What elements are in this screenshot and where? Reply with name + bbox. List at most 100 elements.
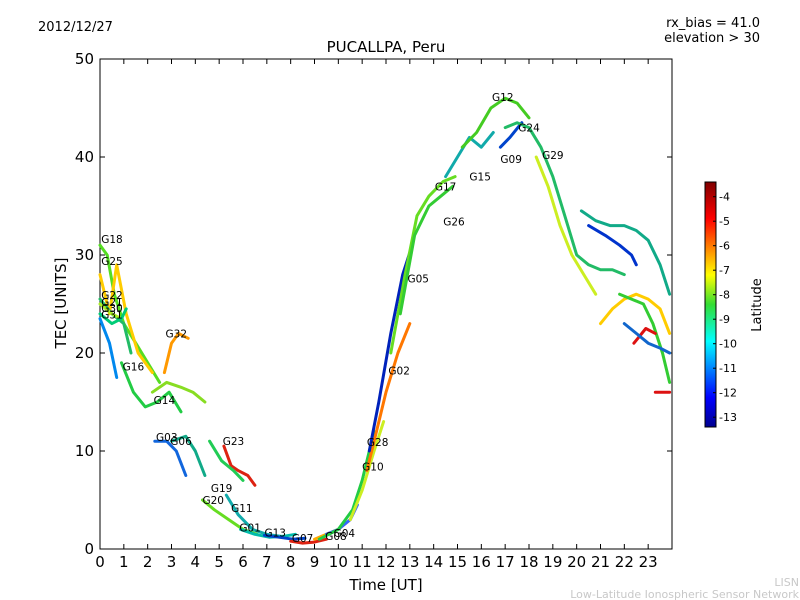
satellite-label-g11: G11 bbox=[231, 503, 253, 515]
chart-title: PUCALLPA, Peru bbox=[327, 38, 446, 56]
rx-bias-label: rx_bias = 41.0 bbox=[666, 16, 760, 31]
series-line-g30 bbox=[98, 307, 128, 326]
x-tick-label: 15 bbox=[448, 553, 467, 571]
satellite-label-g32: G32 bbox=[166, 328, 188, 340]
series-line-g22 bbox=[98, 297, 133, 355]
series-line-g33 bbox=[587, 224, 638, 267]
x-tick-label: 1 bbox=[119, 553, 129, 571]
date-label: 2012/12/27 bbox=[38, 20, 113, 35]
colorbar-ticks: -4 -5 -6 -7 -8 -9 -10 -11 -12 -13 bbox=[713, 191, 737, 424]
x-tick-label: 17 bbox=[496, 553, 515, 571]
colorbar bbox=[704, 181, 717, 428]
x-tick-label: 2 bbox=[143, 553, 153, 571]
series-line-g24 bbox=[503, 121, 626, 277]
y-tick-label: 10 bbox=[75, 442, 94, 460]
series-line-g31 bbox=[98, 317, 119, 379]
series-line-g06 bbox=[170, 434, 207, 477]
satellite-label-g07: G07 bbox=[292, 533, 314, 545]
satellite-label-g04: G04 bbox=[334, 528, 356, 540]
satellite-label-g24: G24 bbox=[518, 123, 540, 135]
colorbar-tick-label: -12 bbox=[719, 387, 737, 400]
footer-lisn: LISN bbox=[774, 576, 799, 589]
series-line-g23 bbox=[222, 444, 257, 487]
satellite-label-g01: G01 bbox=[239, 522, 260, 534]
satellite-label-g28: G28 bbox=[367, 437, 389, 449]
series-line-g10 bbox=[317, 429, 376, 541]
series-line-g02 bbox=[365, 322, 412, 473]
x-tick-label: 4 bbox=[191, 553, 201, 571]
satellite-label-g09: G09 bbox=[500, 154, 522, 166]
series-line-g32 bbox=[162, 331, 190, 375]
x-tick-label: 7 bbox=[262, 553, 272, 571]
series-line-g12 bbox=[460, 96, 531, 149]
satellite-label-g02: G02 bbox=[388, 366, 410, 378]
x-tick-label: 12 bbox=[376, 553, 395, 571]
colorbar-tick-label: -8 bbox=[719, 289, 730, 302]
y-tick-label: 50 bbox=[75, 50, 94, 68]
satellite-label-g20: G20 bbox=[202, 495, 224, 507]
y-axis-label: TEC [UNITS] bbox=[52, 258, 70, 350]
satellite-label-g21: G21 bbox=[101, 297, 123, 309]
y-tick-label: 40 bbox=[75, 148, 94, 166]
colorbar-tick-label: -4 bbox=[719, 191, 730, 204]
series-line-g21 bbox=[98, 302, 123, 321]
y-tick-label: 30 bbox=[75, 246, 94, 264]
satellite-label-g19: G19 bbox=[211, 483, 233, 495]
series-line-g09 bbox=[498, 121, 524, 149]
satellite-label-g16: G16 bbox=[123, 362, 145, 374]
x-tick-label: 11 bbox=[353, 553, 372, 571]
x-axis-label: Time [UT] bbox=[348, 576, 422, 594]
series-line-g26 bbox=[398, 184, 455, 316]
satellite-label-g26: G26 bbox=[443, 217, 465, 229]
series-line-g16 bbox=[120, 361, 183, 414]
satellite-label-g29: G29 bbox=[542, 150, 564, 162]
colorbar-tick-label: -13 bbox=[719, 411, 737, 424]
satellite-label-g22: G22 bbox=[101, 290, 123, 302]
satellite-label-g14: G14 bbox=[154, 395, 176, 407]
elevation-label: elevation > 30 bbox=[664, 31, 760, 46]
y-tick-label: 0 bbox=[84, 540, 94, 558]
colorbar-tick-label: -10 bbox=[719, 338, 737, 351]
series-line-g37 bbox=[622, 322, 672, 355]
satellite-label-g13: G13 bbox=[264, 527, 286, 539]
colorbar-tick-label: -9 bbox=[719, 313, 730, 326]
colorbar-tick-label: -6 bbox=[719, 240, 730, 253]
series-line-g27 bbox=[579, 209, 672, 296]
series-line-g35 bbox=[618, 292, 672, 384]
series-group bbox=[98, 96, 672, 545]
x-tick-label: 9 bbox=[310, 553, 320, 571]
satellite-label-g06: G06 bbox=[170, 436, 192, 448]
x-tick-label: 18 bbox=[519, 553, 538, 571]
y-tick-label: 20 bbox=[75, 344, 94, 362]
satellite-label-g15: G15 bbox=[469, 172, 491, 184]
series-line-g36 bbox=[632, 327, 657, 345]
colorbar-label: Latitude bbox=[750, 278, 765, 332]
x-tick-label: 10 bbox=[329, 553, 348, 571]
x-tick-label: 8 bbox=[286, 553, 296, 571]
x-tick-label: 6 bbox=[238, 553, 248, 571]
x-tick-label: 22 bbox=[615, 553, 634, 571]
series-line-g03 bbox=[153, 439, 188, 477]
satellite-label-g23: G23 bbox=[223, 436, 245, 448]
x-tick-label: 14 bbox=[424, 553, 443, 571]
colorbar-tick-label: -5 bbox=[719, 215, 730, 228]
axis-ticks: 0 1 2 3 4 5 6 7 8 9 10 11 12 13 14 15 16 17 18 19 20 21 22 2301… bbox=[75, 50, 672, 571]
satellite-label-g17: G17 bbox=[435, 181, 457, 193]
series-line-g14 bbox=[150, 380, 207, 404]
x-tick-label: 20 bbox=[567, 553, 586, 571]
x-tick-label: 16 bbox=[472, 553, 491, 571]
series-line-g15 bbox=[444, 131, 495, 179]
series-line-g07 bbox=[289, 537, 328, 545]
series-line-g17 bbox=[389, 175, 457, 355]
series-line-g29 bbox=[534, 155, 598, 296]
satellite-label-g05: G05 bbox=[407, 273, 429, 285]
x-tick-label: 0 bbox=[95, 553, 105, 571]
satellite-label-g08: G08 bbox=[325, 531, 347, 543]
colorbar-tick-label: -11 bbox=[719, 362, 737, 375]
x-tick-label: 13 bbox=[400, 553, 419, 571]
series-line-g19 bbox=[208, 439, 245, 482]
satellite-label-g25: G25 bbox=[101, 256, 123, 268]
satellite-label-g30: G30 bbox=[101, 303, 123, 315]
